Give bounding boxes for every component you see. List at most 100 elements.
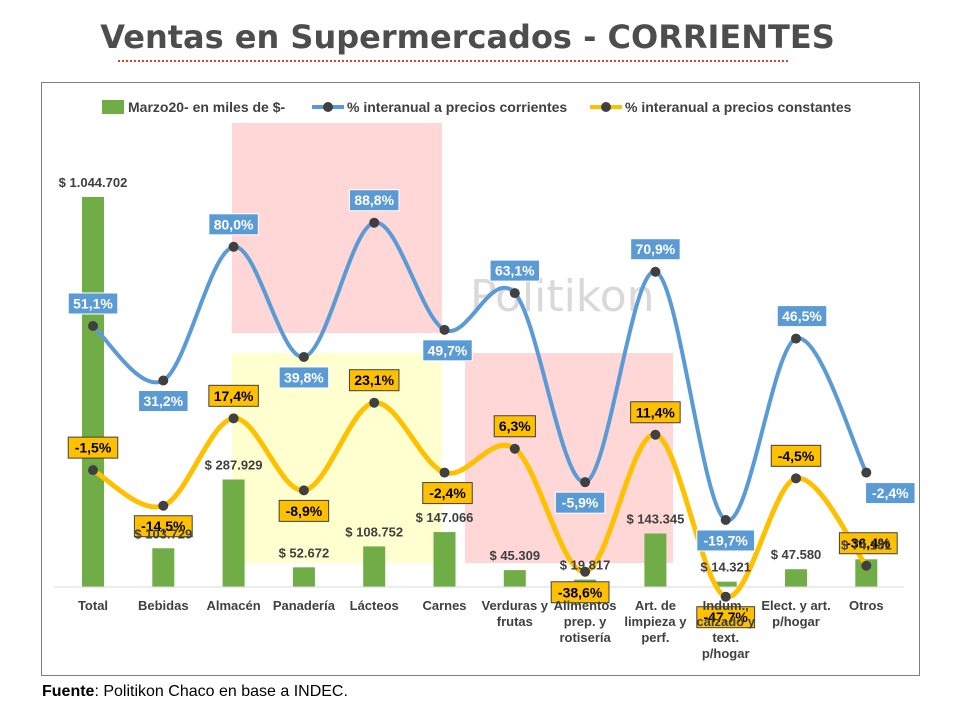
x-tick-label: Art. de: [635, 598, 676, 613]
data-label-constantes: -2,4%: [429, 485, 466, 501]
series-marker-constantes: [720, 591, 731, 602]
bar: [82, 197, 104, 587]
series-marker-constantes: [369, 397, 380, 408]
x-tick-label: Panadería: [273, 598, 336, 613]
legend: Marzo20- en miles de $- % interanual a pr…: [102, 99, 852, 115]
legend-marker-constantes: [601, 102, 611, 112]
series-marker-corrientes: [439, 324, 450, 335]
data-label-constantes: 6,3%: [499, 418, 531, 434]
data-label-box-corrientes: [422, 339, 473, 362]
data-label-corrientes: 51,1%: [73, 295, 113, 311]
bar: [714, 581, 737, 587]
data-label-box-corrientes: [208, 213, 259, 236]
source-note: Fuente: Politikon Chaco en base a INDEC.: [42, 683, 348, 701]
data-label-box-constantes: [630, 401, 681, 424]
data-label-box-constantes: [208, 384, 259, 407]
data-label-corrientes: 80,0%: [214, 216, 254, 232]
x-tick-label: Total: [78, 598, 108, 613]
data-label-box-corrientes: [348, 189, 400, 212]
data-label-corrientes: 88,8%: [354, 192, 394, 208]
chart-title: Ventas en Supermercados - CORRIENTES: [100, 18, 835, 56]
x-tick-label: p/hogar: [702, 646, 750, 661]
series-marker-corrientes: [369, 217, 380, 228]
legend-label-corrientes: % interanual a precios corrientes: [347, 99, 567, 115]
data-label-box-constantes: [348, 369, 400, 392]
x-tick-label: text.: [712, 630, 739, 645]
bar: [292, 567, 315, 587]
lines: [88, 217, 872, 602]
data-label-constantes: -4,5%: [778, 448, 815, 464]
x-tick-label: perf.: [641, 630, 669, 645]
bar: [363, 546, 386, 587]
bar-value-label: $ 287.929: [205, 458, 263, 473]
bar-value-label: $ 147.066: [416, 510, 474, 525]
highlight-box: [232, 123, 442, 333]
data-label-constantes: -38,6%: [558, 584, 603, 600]
title-underline: [118, 60, 788, 62]
x-tick-label: Almacén: [206, 598, 260, 613]
data-label-corrientes: -2,4%: [872, 485, 909, 501]
data-label-box-corrientes: [630, 238, 681, 261]
series-marker-corrientes: [580, 477, 591, 488]
x-tick-label: Carnes: [422, 598, 466, 613]
bar-value-label: $ 108.752: [345, 524, 403, 539]
series-marker-corrientes: [158, 375, 169, 386]
data-label-box-constantes: [770, 444, 822, 467]
data-label-box-corrientes: [67, 292, 119, 315]
series-marker-corrientes: [720, 514, 731, 525]
data-label-corrientes: 63,1%: [495, 263, 535, 279]
bar-value-label: $ 1.044.702: [59, 175, 128, 190]
source-text: : Politikon Chaco en base a INDEC.: [94, 683, 348, 700]
data-label-box-constantes: [696, 606, 756, 629]
chart-frame: Politikon Marzo20- en miles de $-% inter…: [41, 82, 920, 676]
x-tick-label: Bebidas: [138, 598, 189, 613]
series-marker-constantes: [791, 473, 801, 484]
data-label-constantes: 17,4%: [214, 388, 254, 404]
data-label-corrientes: -5,9%: [562, 495, 599, 511]
bar-value-label: $ 19.817: [560, 558, 611, 573]
x-tick-labels: Total Bebidas Almacén Panadería Lácteos Carne…: [78, 598, 884, 661]
source-label: Fuente: [42, 683, 95, 700]
data-label-constantes: 11,4%: [636, 404, 675, 420]
data-labels: 51,1% 31,2% 80,0% 39,8% 88,8% 49,7% 63,1% -5,9%…: [59, 175, 916, 629]
series-marker-corrientes: [861, 467, 872, 478]
data-label-corrientes: 39,8%: [284, 369, 324, 385]
series-marker-constantes: [439, 467, 450, 478]
data-label-box-constantes: [838, 532, 898, 555]
data-label-box-corrientes: [278, 366, 330, 389]
data-label-box-constantes: [133, 515, 193, 538]
bar: [222, 479, 245, 587]
data-label-box-corrientes: [776, 305, 828, 328]
x-tick-label: p/hogar: [772, 614, 820, 629]
x-tick-label: calzado y: [696, 614, 755, 629]
x-tick-label: Indum.,: [703, 598, 749, 613]
series-marker-constantes: [650, 429, 661, 440]
bar: [855, 559, 878, 587]
x-tick-label: limpieza y: [624, 614, 687, 629]
bar: [152, 548, 175, 587]
data-label-constantes: -47,7%: [704, 609, 749, 625]
series-marker-constantes: [88, 465, 98, 476]
legend-label-bar: Marzo20- en miles de $-: [128, 99, 286, 115]
x-tick-label: Verduras y: [482, 598, 549, 613]
bar: [433, 532, 456, 587]
series-marker-corrientes: [791, 333, 801, 344]
data-label-box-corrientes: [554, 491, 606, 514]
x-tick-label: Elect. y art.: [761, 598, 830, 613]
legend-marker-corrientes: [323, 102, 333, 112]
data-label-box-constantes: [422, 482, 473, 505]
bar-value-label: $ 47.580: [771, 547, 822, 562]
data-label-corrientes: 70,9%: [636, 241, 676, 257]
series-marker-corrientes: [509, 288, 520, 299]
series-marker-constantes: [580, 566, 591, 577]
data-label-box-corrientes: [489, 259, 541, 282]
series-marker-corrientes: [298, 351, 309, 362]
data-label-constantes: -1,5%: [75, 440, 112, 456]
data-label-box-constantes: [278, 499, 330, 522]
data-label-box-constantes: [493, 415, 536, 438]
bar-value-label: $ 45.309: [489, 548, 540, 563]
x-tick-label: prep. y: [564, 614, 607, 629]
series-marker-constantes: [298, 485, 309, 496]
series-marker-constantes: [228, 413, 239, 424]
highlight-box: [232, 353, 442, 563]
